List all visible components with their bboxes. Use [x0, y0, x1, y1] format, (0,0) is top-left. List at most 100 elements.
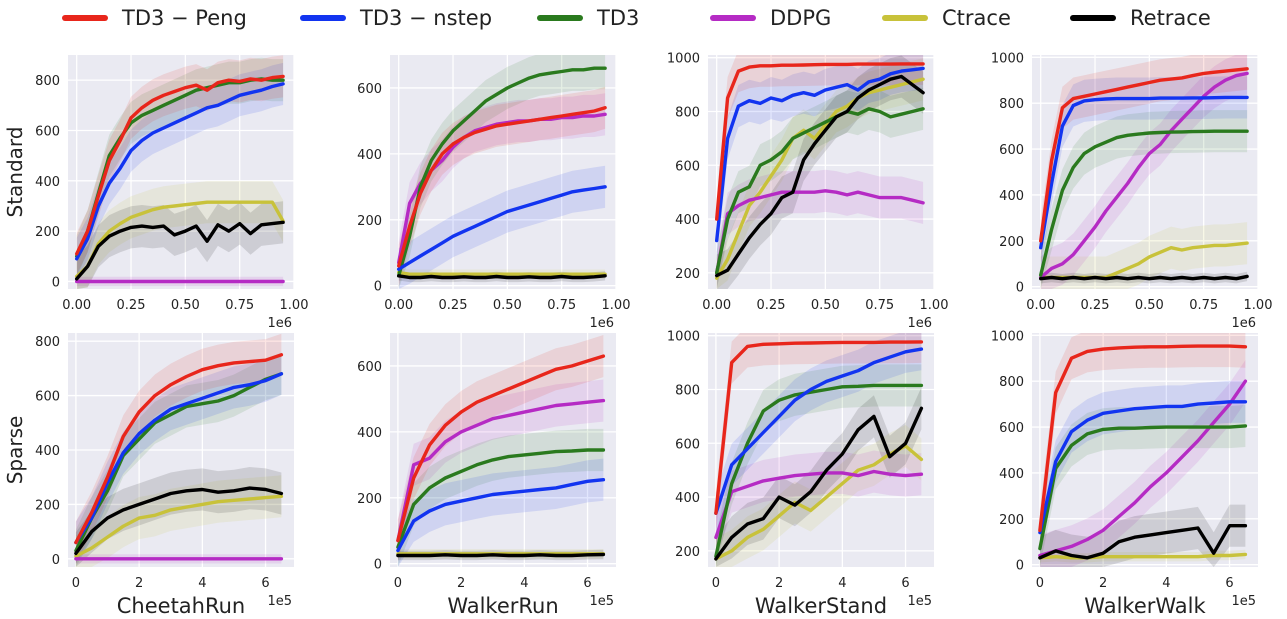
line-retrace: [1038, 274, 1249, 281]
line-td3: [397, 66, 607, 278]
line-retrace: [397, 274, 607, 280]
y-tick-label: 1000: [667, 52, 700, 67]
legend-label: Ctrace: [942, 6, 1011, 30]
line-ddpg: [714, 469, 924, 540]
y-tick-label: 200: [35, 498, 60, 513]
column-title-walkerrun: WalkerRun: [447, 594, 558, 618]
band-td3: [75, 352, 282, 567]
line-ddpg: [1038, 71, 1249, 280]
y-tick-label: 600: [675, 159, 700, 174]
legend-swatch: [537, 15, 583, 21]
line-ctrace: [74, 200, 285, 279]
x-tick-label: 0.75: [865, 298, 894, 313]
band-td3: [715, 364, 922, 567]
line-td3-peng: [1038, 67, 1249, 243]
subplot-standard-walkerrun: 0 200 400 600 0.00 0.25 0.50 0.75 1.00 1e6: [357, 55, 631, 331]
subplot-standard-walkerstand: 200 400 600 800 1000 0.00 0.25 0.50 0.75 1.00 1e6: [667, 52, 949, 331]
y-tick-label: 0: [1016, 281, 1024, 296]
legend-label: Retrace: [1130, 6, 1211, 30]
line-td3-nstep: [74, 372, 284, 545]
x-multiplier: 1e6: [589, 316, 614, 331]
band-retrace: [716, 55, 924, 289]
y-tick-label: 1000: [991, 329, 1024, 344]
y-tick-label: 400: [675, 491, 700, 506]
row-label-standard: Standard: [3, 127, 27, 218]
line-ctrace: [397, 270, 607, 276]
subplot-sparse-walkerwalk: 0 200 400 600 800 1000 0 2 4 6 1e5: [991, 329, 1258, 609]
line-td3-peng: [714, 340, 924, 515]
x-tick-label: 6: [261, 576, 269, 591]
legend-item-retrace: Retrace: [1070, 4, 1211, 32]
column-title-walkerwalk: WalkerWalk: [1084, 594, 1206, 618]
x-tick-label: 4: [198, 576, 206, 591]
y-tick-label: 600: [999, 421, 1024, 436]
line-retrace: [714, 406, 924, 561]
y-tick-label: 200: [357, 492, 382, 507]
x-tick-label: 0.00: [702, 298, 731, 313]
band-ddpg: [1039, 360, 1246, 567]
x-tick-label: 0.00: [384, 298, 413, 313]
x-tick-label: 0.00: [62, 298, 91, 313]
line-retrace: [74, 486, 284, 556]
y-tick-label: 0: [374, 280, 382, 295]
line-td3-nstep: [396, 478, 606, 553]
line-td3-peng: [74, 74, 285, 256]
y-tick-label: 800: [999, 97, 1024, 112]
line-ddpg: [396, 398, 606, 543]
line-ctrace: [714, 444, 924, 561]
line-td3: [396, 448, 606, 549]
subplot-standard-walkerwalk: 0 200 400 600 800 1000 0.00 0.25 0.50 0.75 1.00 1e6: [991, 51, 1273, 331]
x-tick-label: 6: [1225, 576, 1233, 591]
x-tick-label: 4: [838, 576, 846, 591]
line-td3: [1038, 129, 1249, 277]
line-td3-peng: [715, 62, 925, 221]
legend-item-td3: TD3: [537, 4, 639, 32]
series-group: [1038, 333, 1248, 567]
x-multiplier: 1e5: [1231, 594, 1256, 609]
y-tick-label: 0: [52, 275, 60, 290]
x-tick-label: 2: [135, 576, 143, 591]
x-tick-label: 6: [583, 576, 591, 591]
band-ctrace: [76, 181, 284, 289]
legend-item-ddpg: DDPG: [710, 4, 831, 32]
series-group: [74, 333, 284, 567]
x-tick-label: 1.00: [280, 298, 309, 313]
line-td3: [715, 107, 925, 275]
subplot-standard-cheetahrun: 0 200 400 600 800 0.00 0.25 0.50 0.75 1.00 1e6: [35, 55, 308, 331]
band-ctrace: [75, 475, 282, 567]
x-tick-label: 0: [394, 576, 402, 591]
x-tick-label: 6: [901, 576, 909, 591]
y-tick-label: 400: [999, 189, 1024, 204]
y-tick-label: 200: [999, 513, 1024, 528]
band-td3: [397, 428, 604, 567]
legend: TD3 − Peng TD3 − nstep TD3 DDPG Ctrace Retrac…: [0, 0, 1287, 40]
series-group: [714, 333, 924, 567]
line-td3-nstep: [1038, 95, 1249, 250]
x-tick-label: 0: [1036, 576, 1044, 591]
line-td3-nstep: [1038, 400, 1248, 535]
band-td3: [76, 57, 284, 278]
legend-swatch: [1070, 15, 1116, 21]
series-group: [1038, 55, 1249, 289]
line-retrace: [715, 74, 925, 278]
x-tick-label: 1.00: [602, 298, 631, 313]
y-tick-label: 600: [357, 82, 382, 97]
x-tick-label: 0.50: [493, 298, 522, 313]
y-tick-label: 0: [374, 558, 382, 573]
y-tick-label: 600: [35, 124, 60, 139]
series-group: [715, 55, 925, 289]
y-tick-label: 800: [35, 335, 60, 350]
subplot-sparse-cheetahrun: 0 200 400 600 800 0 2 4 6 1e5: [35, 333, 294, 609]
line-retrace: [74, 220, 285, 281]
band-td3-peng: [76, 55, 284, 275]
band-td3: [398, 55, 606, 289]
band-td3: [716, 87, 924, 289]
legend-swatch: [300, 15, 346, 21]
line-retrace: [396, 552, 606, 558]
band-td3-nstep: [1040, 76, 1248, 269]
x-tick-label: 1.00: [920, 298, 949, 313]
y-tick-label: 400: [357, 426, 382, 441]
x-multiplier: 1e5: [907, 594, 932, 609]
column-title-walkerstand: WalkerStand: [755, 594, 887, 618]
